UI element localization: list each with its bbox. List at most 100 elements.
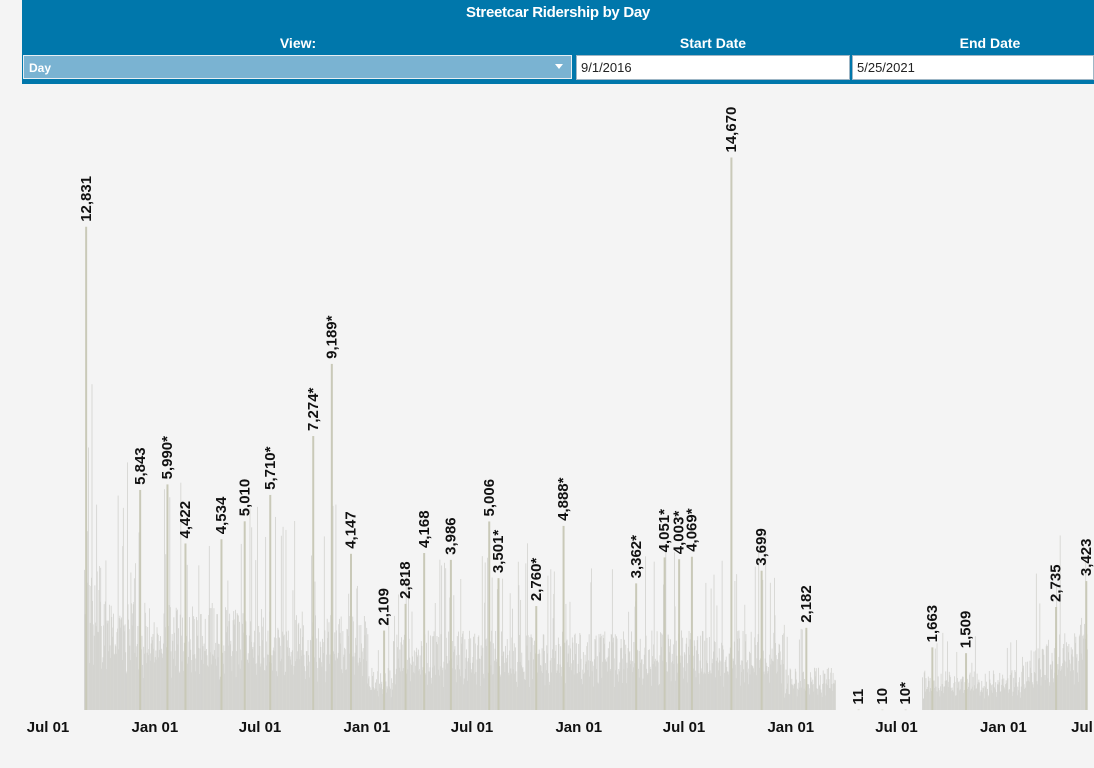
daily-bar <box>445 568 447 710</box>
daily-bar <box>537 654 539 710</box>
daily-bar <box>764 658 766 710</box>
daily-bar <box>1044 674 1045 710</box>
daily-bar <box>753 672 755 710</box>
daily-bar <box>210 652 211 710</box>
daily-bar <box>769 582 771 710</box>
daily-bar <box>559 664 561 710</box>
daily-bar <box>503 651 505 710</box>
daily-bar <box>684 654 686 710</box>
daily-bar <box>1067 646 1069 710</box>
daily-bar <box>936 643 938 710</box>
daily-bar <box>398 594 400 710</box>
daily-bar <box>709 670 711 710</box>
daily-bar <box>826 679 828 710</box>
daily-bar <box>198 565 200 710</box>
daily-bar <box>768 666 770 710</box>
daily-bar <box>109 645 111 710</box>
daily-bar <box>604 631 606 710</box>
daily-bar <box>1020 686 1022 710</box>
daily-bar <box>647 649 649 710</box>
daily-bar <box>278 636 280 710</box>
view-dropdown[interactable]: Day <box>23 55 572 79</box>
daily-bar <box>1032 684 1034 710</box>
daily-bar <box>748 668 750 710</box>
daily-bar <box>667 672 668 710</box>
daily-bar <box>160 636 161 710</box>
daily-bar <box>514 647 516 710</box>
daily-bar <box>672 644 674 710</box>
daily-bar <box>951 687 953 710</box>
daily-bar <box>744 641 746 710</box>
daily-bar <box>319 657 321 710</box>
daily-bar <box>973 690 975 710</box>
daily-bar <box>750 653 752 710</box>
daily-bar <box>127 604 129 710</box>
start-date-input[interactable]: 9/1/2016 <box>576 55 850 80</box>
daily-bar <box>772 660 774 710</box>
daily-bar <box>131 603 132 710</box>
daily-bar <box>359 657 361 710</box>
daily-bar <box>1038 659 1040 710</box>
data-label: 12,831 <box>78 176 95 222</box>
daily-bar <box>681 656 683 710</box>
chevron-down-icon[interactable] <box>555 64 563 69</box>
daily-bar <box>984 673 986 710</box>
daily-bar <box>392 689 394 710</box>
daily-bar <box>1059 535 1061 710</box>
x-tick-label: Jul 01 <box>875 719 918 736</box>
daily-bar <box>235 609 236 710</box>
daily-bar <box>164 627 166 710</box>
daily-bar <box>440 634 442 710</box>
daily-bar <box>571 663 573 710</box>
daily-bar <box>103 625 105 710</box>
daily-bar <box>328 622 330 710</box>
daily-bar <box>556 672 558 710</box>
daily-bar <box>944 686 946 710</box>
daily-bar <box>463 684 465 710</box>
daily-bar <box>793 688 794 710</box>
daily-bar <box>433 631 435 710</box>
daily-bar <box>1076 657 1077 710</box>
daily-bar <box>182 617 184 710</box>
daily-bar <box>541 671 542 710</box>
daily-bar <box>168 605 170 710</box>
daily-bar <box>1005 680 1007 710</box>
daily-bar <box>1051 669 1052 710</box>
daily-bar <box>724 661 726 710</box>
daily-bar <box>762 579 764 710</box>
daily-bar <box>293 674 294 710</box>
daily-bar <box>711 663 713 710</box>
daily-bar <box>1077 672 1079 710</box>
daily-bar <box>1069 663 1071 710</box>
daily-bar <box>441 670 443 710</box>
daily-bar <box>92 600 93 710</box>
daily-bar <box>822 683 824 710</box>
end-date-input[interactable]: 5/25/2021 <box>852 55 1094 80</box>
daily-bar <box>945 671 947 710</box>
daily-bar <box>737 631 739 710</box>
daily-bar <box>454 646 456 710</box>
daily-bar <box>499 666 501 710</box>
daily-bar <box>275 638 277 710</box>
daily-bar <box>93 664 95 710</box>
daily-bar <box>400 642 402 710</box>
data-label: 1,663 <box>924 605 941 643</box>
daily-bar <box>602 634 604 710</box>
daily-bar <box>998 684 1000 710</box>
daily-bar <box>714 642 716 710</box>
daily-bar <box>464 639 466 710</box>
daily-bar <box>703 674 704 710</box>
daily-bar <box>771 648 773 710</box>
daily-bar <box>277 629 279 710</box>
daily-bar <box>607 671 609 710</box>
daily-bar <box>768 682 770 710</box>
daily-bar <box>669 652 671 710</box>
daily-bar <box>154 662 156 710</box>
daily-bar <box>617 674 619 710</box>
daily-bar <box>272 650 274 710</box>
daily-bar <box>143 646 145 710</box>
daily-bar <box>499 674 501 710</box>
data-label: 7,274* <box>305 387 322 431</box>
daily-bar <box>107 623 109 710</box>
data-label: 2,109 <box>376 588 393 626</box>
